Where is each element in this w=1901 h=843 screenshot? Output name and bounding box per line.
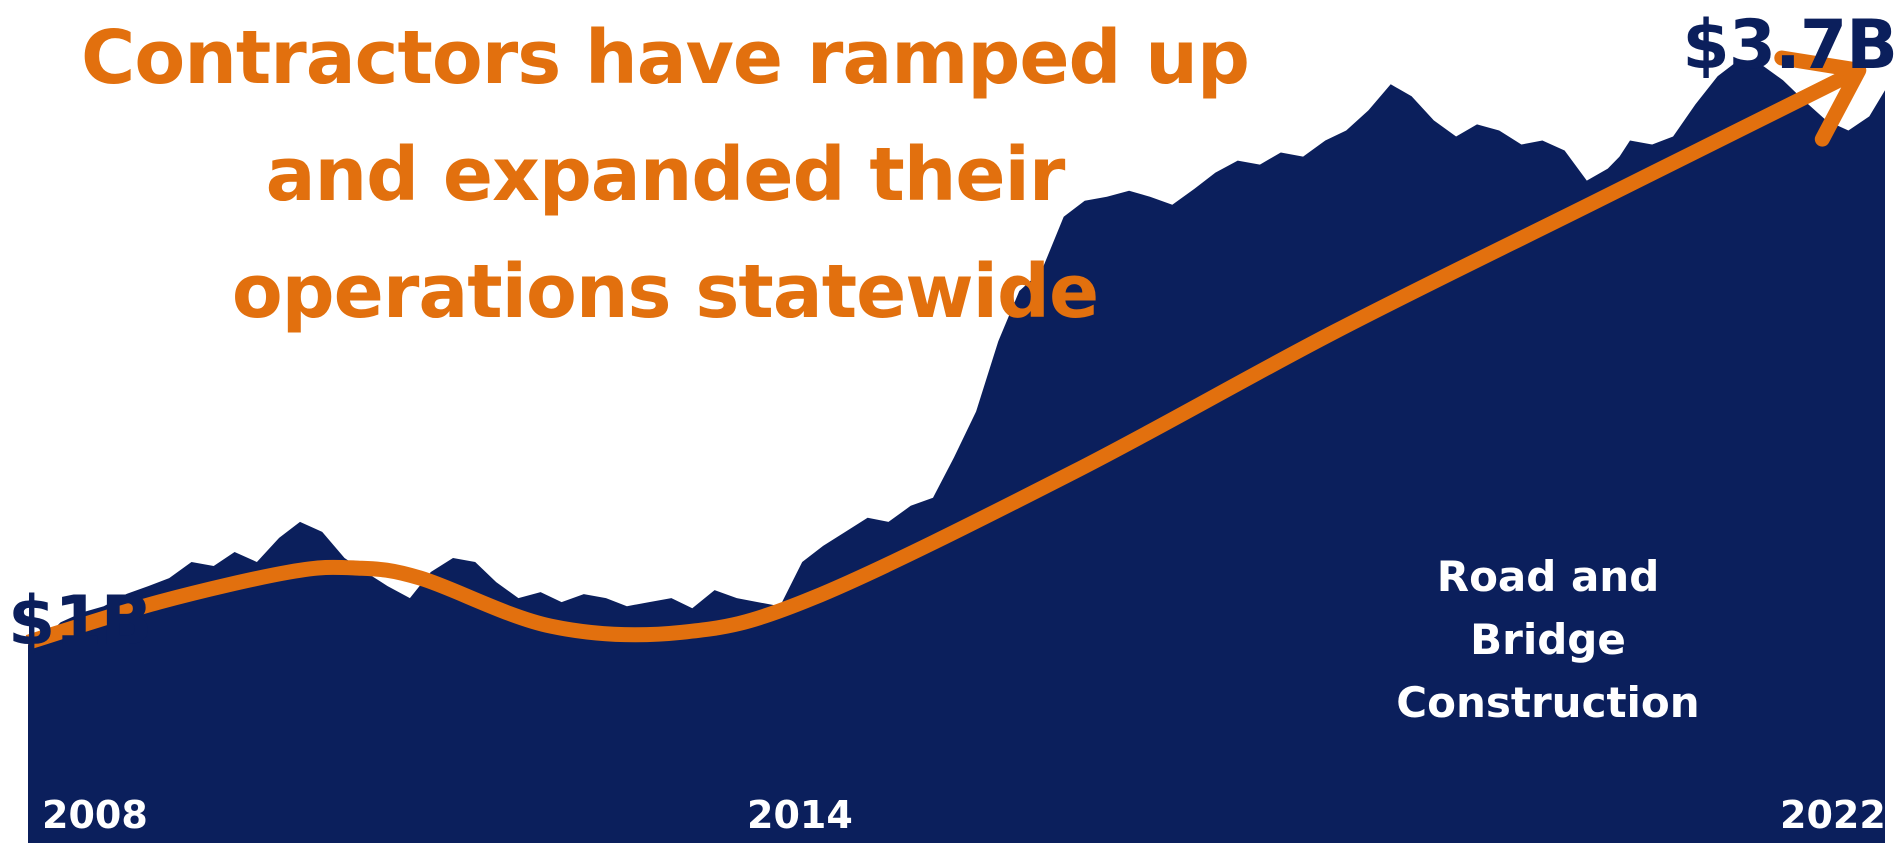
area-series: [28, 60, 1885, 843]
headline-line-3: operations statewide: [231, 249, 1099, 335]
headline-line-1: Contractors have ramped up: [81, 15, 1250, 101]
trend-arrowhead: [1774, 50, 1867, 147]
x-tick-label: 2022: [1780, 793, 1886, 837]
trend-layer: [25, 50, 1867, 650]
end-value-label: $3.7B: [1682, 6, 1898, 85]
headline-line-2: and expanded their: [265, 132, 1066, 218]
headline: Contractors have ramped up and expanded …: [40, 0, 1290, 351]
x-tick-label: 2014: [747, 793, 853, 837]
area-label-line-3: Construction: [1396, 678, 1700, 727]
area-layer: [28, 60, 1885, 843]
start-value-label: $1B: [8, 582, 152, 661]
trend-line: [25, 63, 1863, 650]
area-label-line-2: Bridge: [1470, 615, 1626, 664]
x-tick-label: 2008: [42, 793, 148, 837]
area-label-line-1: Road and: [1436, 552, 1660, 601]
area-series-label: Road and Bridge Construction: [1378, 545, 1718, 734]
